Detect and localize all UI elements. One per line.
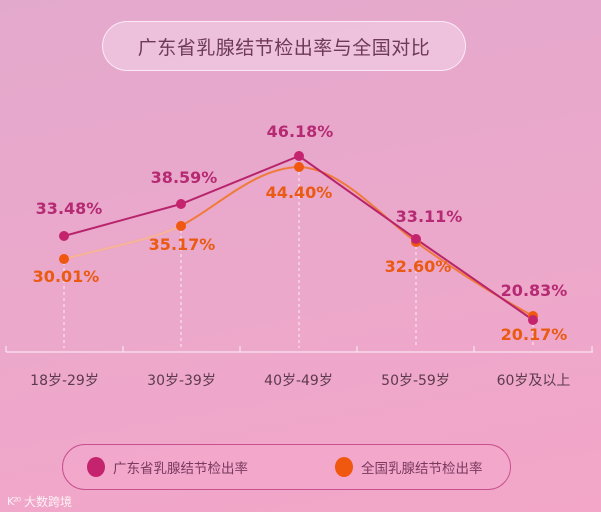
data-label-guangdong-3: 33.11%	[396, 207, 463, 226]
data-label-guangdong-2: 46.18%	[267, 122, 334, 141]
data-label-national-4: 20.17%	[501, 325, 568, 344]
watermark-text: 大数跨境	[24, 495, 73, 509]
legend-label: 广东省乳腺结节检出率	[113, 461, 248, 477]
legend-item-guangdong[interactable]: 广东省乳腺结节检出率	[87, 445, 248, 489]
watermark-logo-icon: K²⁰	[7, 495, 21, 508]
series-guangdong-points	[59, 151, 538, 325]
data-label-guangdong-0: 33.48%	[36, 199, 103, 218]
x-tick-label-1: 30岁-39岁	[147, 373, 216, 389]
legend-dot-icon	[87, 457, 105, 477]
data-label-national-1: 35.17%	[149, 235, 216, 254]
legend-item-national[interactable]: 全国乳腺结节检出率	[335, 445, 483, 489]
drop-lines	[63, 172, 534, 348]
legend-dot-icon	[335, 457, 353, 477]
data-label-guangdong-4: 20.83%	[501, 281, 568, 300]
watermark: K²⁰ 大数跨境	[7, 493, 72, 510]
x-tick-label-4: 60岁及以上	[496, 373, 571, 389]
data-label-guangdong-1: 38.59%	[151, 168, 218, 187]
legend-label: 全国乳腺结节检出率	[361, 461, 483, 477]
x-axis-ticks	[5, 346, 593, 352]
x-tick-label-0: 18岁-29岁	[30, 373, 99, 389]
legend: 广东省乳腺结节检出率 全国乳腺结节检出率	[62, 444, 511, 490]
data-label-national-2: 44.40%	[266, 183, 333, 202]
chart-title: 广东省乳腺结节检出率与全国对比	[102, 21, 466, 71]
x-tick-label-2: 40岁-49岁	[264, 373, 333, 389]
data-label-national-0: 30.01%	[33, 267, 100, 286]
x-tick-label-3: 50岁-59岁	[381, 373, 450, 389]
data-label-national-3: 32.60%	[385, 257, 452, 276]
